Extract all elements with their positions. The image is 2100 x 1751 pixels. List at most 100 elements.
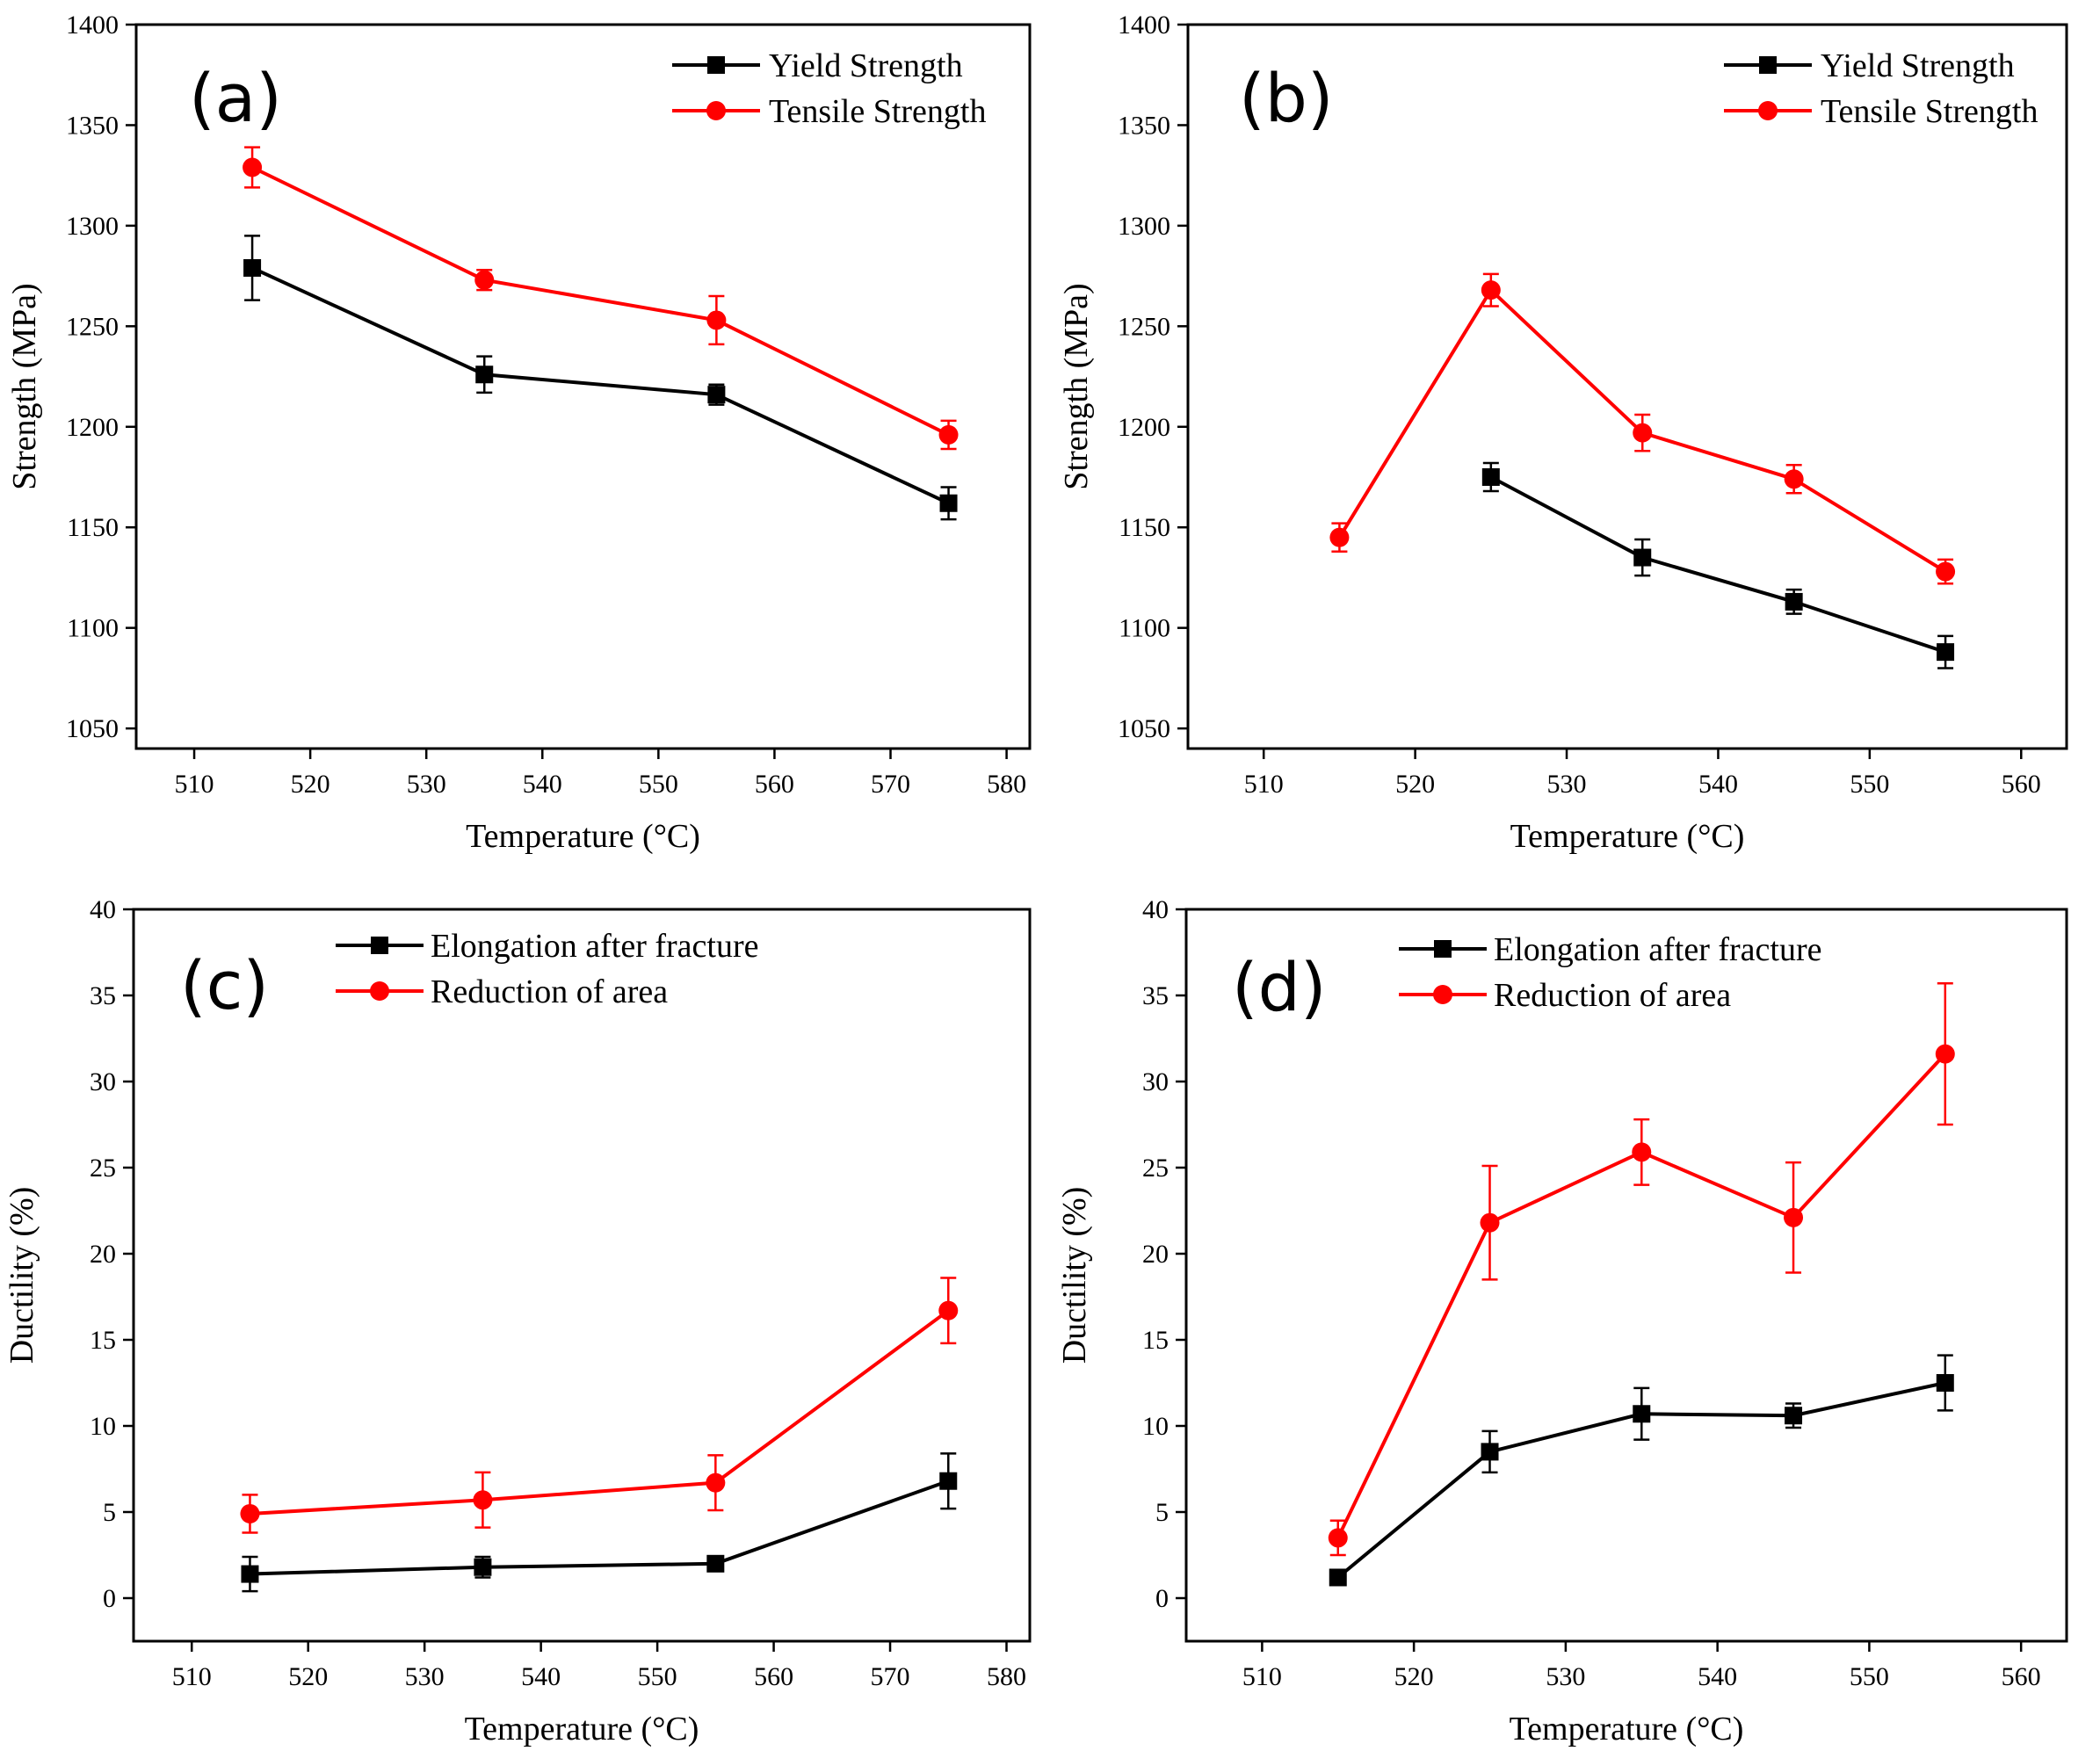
data-point	[938, 1300, 959, 1320]
x-tick-label: 530	[407, 770, 446, 799]
data-point	[1784, 1207, 1804, 1227]
y-tick-label: 15	[90, 1326, 116, 1355]
x-tick-label: 540	[1698, 770, 1738, 799]
legend-marker	[1759, 56, 1777, 74]
x-tick-label: 540	[1698, 1662, 1737, 1691]
x-tick-label: 560	[754, 1662, 793, 1691]
data-point	[706, 1472, 726, 1493]
plot-frame	[134, 23, 1032, 750]
y-tick-label: 1400	[66, 11, 119, 40]
x-tick-label: 550	[638, 1662, 677, 1691]
series-line	[251, 266, 950, 505]
y-tick-label: 1350	[1118, 111, 1170, 140]
data-point	[243, 258, 262, 277]
plot-frame	[1184, 908, 2068, 1643]
series-yield-strength	[243, 235, 958, 521]
y-tick-label: 20	[1142, 1240, 1169, 1269]
legend-item: Yield Strength	[672, 47, 963, 84]
x-tick-label: 520	[1395, 770, 1435, 799]
series-elongation-after-fracture	[241, 1452, 958, 1593]
y-tick-label: 35	[1142, 981, 1169, 1010]
legend-label: Yield Strength	[769, 47, 963, 84]
x-tick-label: 550	[1850, 1662, 1889, 1691]
y-tick-label: 1300	[1118, 212, 1170, 241]
y-tick-label: 1100	[67, 614, 119, 643]
y-tick-label: 10	[1142, 1412, 1169, 1441]
data-point	[1328, 1528, 1348, 1548]
legend-label: Elongation after fracture	[431, 928, 758, 965]
x-tick-label: 560	[755, 770, 794, 799]
data-point	[474, 1558, 492, 1576]
x-tick-label: 550	[1850, 770, 1889, 799]
legend-label: Tensile Strength	[1821, 93, 2038, 130]
legend-label: Reduction of area	[1494, 977, 1731, 1014]
x-axis-title: Temperature (°C)	[1510, 818, 1745, 855]
y-tick-label: 15	[1142, 1326, 1169, 1355]
x-axis-title: Temperature (°C)	[466, 818, 700, 855]
legend-label: Reduction of area	[431, 973, 668, 1010]
data-point	[474, 270, 495, 290]
x-tick-label: 530	[1546, 1662, 1585, 1691]
data-point	[475, 365, 494, 384]
legend-marker	[1434, 940, 1452, 958]
y-tick-label: 1250	[1118, 312, 1170, 341]
data-point	[240, 1503, 260, 1523]
series-line	[250, 1309, 950, 1516]
x-axis-title: Temperature (°C)	[465, 1711, 699, 1747]
legend-marker	[370, 981, 389, 1001]
y-tick-label: 5	[1155, 1498, 1169, 1527]
y-tick-label: 0	[103, 1584, 116, 1613]
data-point	[1633, 548, 1652, 567]
x-tick-label: 540	[523, 770, 562, 799]
data-point	[1784, 469, 1804, 489]
data-point	[938, 424, 959, 445]
series-line	[250, 1479, 949, 1576]
legend-item: Elongation after fracture	[1399, 931, 1821, 968]
data-point	[1481, 280, 1501, 300]
x-tick-label: 570	[871, 770, 910, 799]
x-tick-label: 580	[987, 770, 1026, 799]
panel-label: (d)	[1232, 948, 1327, 1026]
y-axis-title: Ductility (%)	[1056, 1187, 1093, 1364]
data-point	[1632, 1142, 1652, 1162]
y-tick-label: 1200	[1118, 413, 1170, 442]
y-tick-label: 30	[90, 1067, 116, 1096]
panel-label: (c)	[180, 946, 269, 1024]
chart-panel-b: 510 520 530 540 550 560 1050 1100 1150 1200 1250 13…	[1058, 11, 2068, 855]
y-tick-label: 1400	[1118, 11, 1170, 40]
y-axis-title: Strength (MPa)	[1058, 283, 1095, 489]
legend-label: Tensile Strength	[769, 93, 986, 130]
y-tick-label: 5	[103, 1498, 116, 1527]
y-tick-label: 0	[1155, 1584, 1169, 1613]
y-axis-title: Strength (MPa)	[6, 283, 43, 489]
data-point	[706, 310, 727, 330]
legend-marker	[1758, 101, 1778, 120]
series-elongation-after-fracture	[1329, 1354, 1954, 1587]
x-tick-label: 530	[1547, 770, 1587, 799]
x-tick-label: 570	[871, 1662, 910, 1691]
data-point	[939, 1472, 958, 1490]
legend-marker	[707, 56, 725, 74]
data-point	[1936, 561, 1956, 582]
x-tick-label: 510	[175, 770, 214, 799]
x-tick-label: 540	[521, 1662, 561, 1691]
data-point	[1633, 423, 1653, 443]
series-tensile-strength	[243, 146, 959, 451]
x-tick-label: 520	[288, 1662, 328, 1691]
y-tick-label: 25	[1142, 1154, 1169, 1183]
y-tick-label: 1200	[66, 413, 119, 442]
data-point	[706, 1554, 725, 1573]
data-point	[1935, 1044, 1955, 1064]
legend-label: Elongation after fracture	[1494, 931, 1821, 968]
y-tick-label: 20	[90, 1240, 116, 1269]
data-point	[1785, 1407, 1803, 1425]
x-tick-label: 510	[1242, 1662, 1282, 1691]
x-tick-label: 530	[405, 1662, 445, 1691]
y-tick-label: 1250	[66, 312, 119, 341]
data-point	[1329, 527, 1350, 547]
series-reduction-of-area	[1328, 982, 1955, 1557]
chart-panel-d: 510 520 530 540 550 5600510152025303540Temper…	[1056, 895, 2068, 1747]
data-point	[707, 386, 726, 404]
legend-item: Tensile Strength	[672, 93, 986, 130]
